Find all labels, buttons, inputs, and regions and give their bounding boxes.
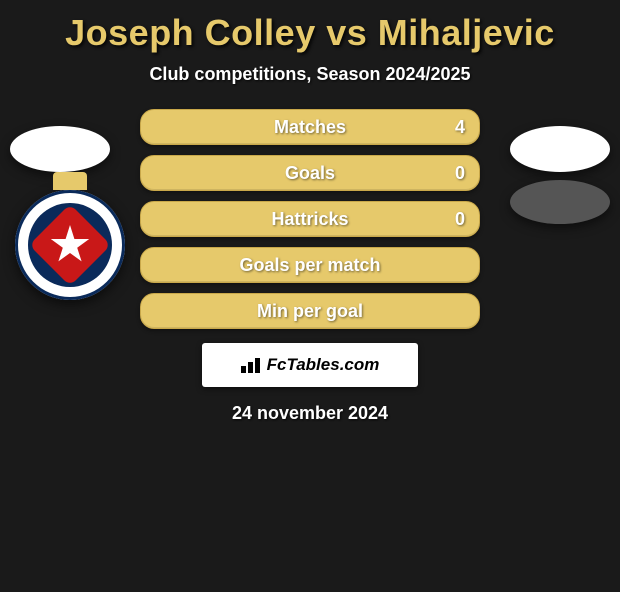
stat-label: Goals per match (239, 255, 380, 276)
player-right-avatar-shadow (510, 180, 610, 224)
subtitle: Club competitions, Season 2024/2025 (0, 64, 620, 85)
stat-row-goals-per-match: Goals per match (140, 247, 480, 283)
stat-label: Goals (285, 163, 335, 184)
brand-badge[interactable]: FcTables.com (202, 343, 418, 387)
bar-chart-icon (241, 357, 263, 373)
stat-value: 0 (455, 163, 465, 184)
date-label: 24 november 2024 (0, 403, 620, 424)
stat-row-goals: Goals 0 (140, 155, 480, 191)
player-right-avatar (510, 126, 610, 172)
player-left-avatar (10, 126, 110, 172)
stat-label: Min per goal (257, 301, 363, 322)
star-icon (50, 225, 90, 265)
crown-icon (53, 172, 87, 190)
stat-value: 4 (455, 117, 465, 138)
brand-text: FcTables.com (267, 355, 380, 375)
stat-row-matches: Matches 4 (140, 109, 480, 145)
club-crest (15, 190, 125, 300)
stat-label: Hattricks (271, 209, 348, 230)
shield-icon (29, 204, 111, 286)
stat-row-min-per-goal: Min per goal (140, 293, 480, 329)
stats-container: Matches 4 Goals 0 Hattricks 0 Goals per … (140, 109, 480, 329)
stat-label: Matches (274, 117, 346, 138)
page-title: Joseph Colley vs Mihaljevic (0, 12, 620, 54)
stat-row-hattricks: Hattricks 0 (140, 201, 480, 237)
stat-value: 0 (455, 209, 465, 230)
